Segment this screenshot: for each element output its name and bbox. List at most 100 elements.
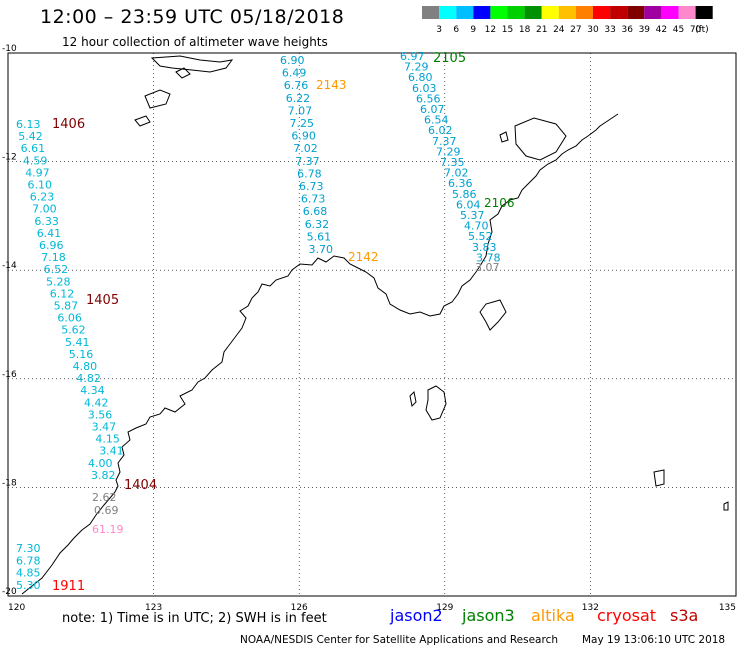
wave-height-value: 5.52 — [468, 230, 493, 243]
wave-height-value: 6.22 — [286, 92, 311, 105]
pass-time-label: 2142 — [348, 250, 379, 264]
wave-height-value: 2.62 — [92, 491, 117, 504]
wave-height-value: 3.70 — [309, 243, 334, 256]
satellite-cryosat: cryosat — [597, 606, 657, 625]
lon-tick-label: 126 — [291, 603, 308, 613]
wave-height-value: 6.78 — [16, 554, 41, 567]
lon-tick-label: 120 — [8, 603, 25, 613]
lat-tick-label: -20 — [2, 587, 17, 597]
pass-time-label: 2143 — [316, 78, 347, 92]
legend-tick-label: 3 — [436, 25, 442, 35]
wave-height-value: 6.49 — [282, 67, 307, 80]
legend-tick-label: 18 — [519, 25, 531, 35]
coastline — [21, 113, 619, 595]
wave-height-value: 6.68 — [303, 205, 328, 218]
wave-height-value: 7.29 — [404, 61, 429, 74]
wave-height-value: 6.76 — [284, 79, 309, 92]
island-outline — [150, 55, 234, 73]
wave-height-value: 5.87 — [54, 300, 79, 313]
wave-height-value: 4.42 — [84, 396, 109, 409]
wave-height-value: 6.78 — [297, 167, 322, 180]
wave-height-value: 5.41 — [65, 336, 90, 349]
wave-height-value: 5.16 — [69, 348, 94, 361]
legend-tick-label: 39 — [639, 25, 651, 35]
wave-height-value: 61.19 — [92, 523, 124, 536]
wave-height-value: 5.61 — [307, 230, 332, 243]
legend-swatch — [507, 6, 525, 19]
wave-height-value: 7.07 — [288, 104, 313, 117]
page-subtitle: 12 hour collection of altimeter wave hei… — [62, 35, 328, 49]
legend-unit-label: (ft) — [695, 25, 709, 35]
generated-timestamp: May 19 13:06:10 UTC 2018 — [582, 634, 726, 646]
wave-height-value: 3.56 — [88, 408, 113, 421]
wave-height-value: 5.28 — [46, 275, 71, 288]
wave-height-value: 6.90 — [291, 130, 316, 143]
legend-tick-label: 9 — [470, 25, 476, 35]
wave-height-value: 6.54 — [424, 114, 449, 127]
lat-tick-label: -12 — [2, 153, 17, 163]
wave-height-value: 6.04 — [456, 198, 481, 211]
wave-height-value: 4.15 — [95, 433, 120, 446]
wave-height-value: 7.37 — [432, 135, 457, 148]
lon-tick-label: 123 — [145, 603, 162, 613]
legend-swatch — [490, 6, 508, 19]
wave-height-value: 0.69 — [94, 504, 119, 517]
pass-time-label: 1911 — [52, 579, 85, 594]
wave-height-value: 5.62 — [61, 324, 85, 337]
wave-height-value: 4.82 — [76, 372, 101, 385]
legend-tick-label: 42 — [656, 25, 667, 35]
wave-height-value: 4.85 — [16, 567, 41, 580]
wave-height-value: 6.61 — [21, 142, 45, 155]
wave-height-value: 6.96 — [39, 239, 64, 252]
wave-height-value: 6.97 — [400, 50, 425, 63]
wave-height-value: 6.56 — [416, 92, 441, 105]
legend-swatch — [627, 6, 645, 19]
satellite-jason3: jason3 — [462, 606, 515, 625]
pass-time-label: 1404 — [124, 478, 157, 493]
wave-height-value: 3.41 — [99, 445, 124, 458]
legend-swatch — [422, 6, 440, 19]
wave-height-value: 5.42 — [18, 130, 43, 143]
wave-height-value: 3.78 — [476, 251, 501, 264]
wave-height-value: 6.13 — [16, 118, 41, 131]
wave-height-value: 6.06 — [57, 312, 82, 325]
satellite-altika: altika — [531, 606, 575, 625]
wave-height-value: 3.82 — [91, 469, 116, 482]
satellite-s3a: s3a — [670, 606, 699, 625]
lat-tick-label: -14 — [2, 261, 17, 271]
satellite-jason2: jason2 — [390, 606, 443, 625]
wave-height-value: 3.07 — [475, 261, 500, 274]
wave-height-value: 6.36 — [448, 177, 473, 190]
legend-swatch — [575, 6, 593, 19]
wave-height-value: 5.30 — [16, 579, 41, 592]
wave-height-value: 7.29 — [436, 145, 461, 158]
wave-height-value: 6.23 — [30, 191, 55, 204]
wave-height-value: 4.97 — [25, 166, 50, 179]
legend-tick-label: 6 — [453, 25, 459, 35]
wave-height-value: 7.30 — [16, 542, 41, 555]
legend-tick-label: 12 — [485, 25, 496, 35]
wave-height-value: 6.90 — [280, 54, 305, 67]
wave-height-value: 6.07 — [420, 103, 445, 116]
wave-height-value: 7.35 — [440, 156, 465, 169]
legend-swatch — [695, 6, 713, 19]
wave-height-value: 6.33 — [34, 215, 59, 228]
legend-tick-label: 45 — [673, 25, 684, 35]
lon-tick-label: 129 — [436, 603, 453, 613]
page-title: 12:00 – 23:59 UTC 05/18/2018 — [40, 6, 345, 28]
legend-tick-label: 36 — [621, 25, 633, 35]
wave-height-value: 5.86 — [452, 188, 477, 201]
footnote: note: 1) Time is in UTC; 2) SWH is in fe… — [62, 611, 327, 626]
legend-tick-label: 27 — [570, 25, 581, 35]
wave-height-value: 6.02 — [428, 124, 453, 137]
legend-tick-label: 21 — [536, 25, 547, 35]
wave-height-value: 6.80 — [408, 71, 433, 84]
wave-height-value: 6.41 — [37, 227, 62, 240]
island-outline — [653, 469, 665, 487]
lat-tick-label: -18 — [2, 478, 17, 488]
lon-tick-label: 135 — [719, 603, 736, 613]
wave-height-value: 6.32 — [305, 218, 330, 231]
map-frame — [7, 52, 737, 597]
